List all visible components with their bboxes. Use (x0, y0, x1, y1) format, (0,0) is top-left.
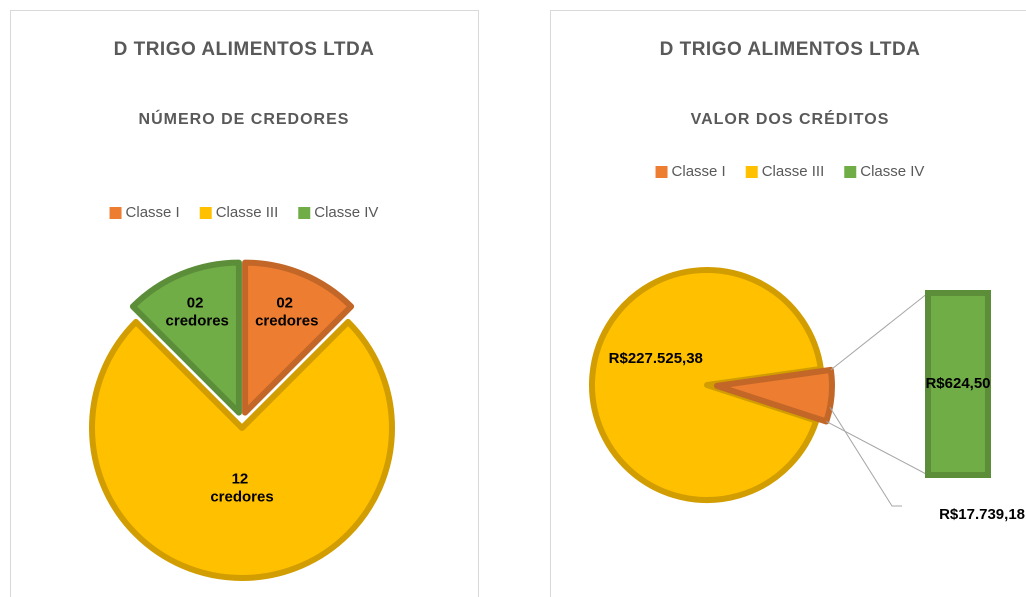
connector (830, 292, 929, 371)
legend-label: Classe III (762, 163, 825, 180)
data-label: R$17.739,18 (939, 506, 1025, 523)
data-label: 02 credores (255, 295, 318, 330)
legend-label: Classe IV (860, 163, 924, 180)
connector (826, 421, 929, 476)
data-label: R$624,50 (925, 375, 990, 392)
label-line: credores (255, 313, 318, 330)
legend-label: Classe I (126, 204, 180, 221)
chart-subtitle: NÚMERO DE CREDORES (139, 109, 350, 128)
label-line: 02 (276, 295, 297, 312)
legend-swatch (298, 207, 311, 219)
pie-slice (129, 259, 242, 416)
legend-swatch (109, 207, 122, 219)
legend-swatch (844, 166, 857, 178)
bar (925, 290, 991, 478)
label-line: 12 (232, 470, 253, 487)
legend-label: Classe I (672, 163, 726, 180)
pie-slice (713, 366, 835, 425)
chart-title: D TRIGO ALIMENTOS LTDA (660, 39, 921, 60)
leader-line (829, 407, 902, 507)
legend-swatch (655, 166, 668, 178)
pie-slice (242, 259, 355, 416)
label-line: credores (210, 488, 273, 505)
data-label: R$227.525,38 (609, 350, 703, 367)
pie-slice (589, 267, 824, 503)
legend-swatch (199, 207, 212, 219)
legend-swatch (745, 166, 758, 178)
legend-label: Classe IV (314, 204, 378, 221)
label-line: credores (166, 313, 229, 330)
chart-title: D TRIGO ALIMENTOS LTDA (114, 39, 375, 60)
legend-label: Classe III (216, 204, 279, 221)
data-label: 12 credores (210, 470, 273, 505)
data-label: 02 credores (166, 295, 229, 330)
pie-slice (89, 318, 395, 581)
label-line: 02 (187, 295, 208, 312)
chart-subtitle: VALOR DOS CRÉDITOS (691, 109, 890, 128)
